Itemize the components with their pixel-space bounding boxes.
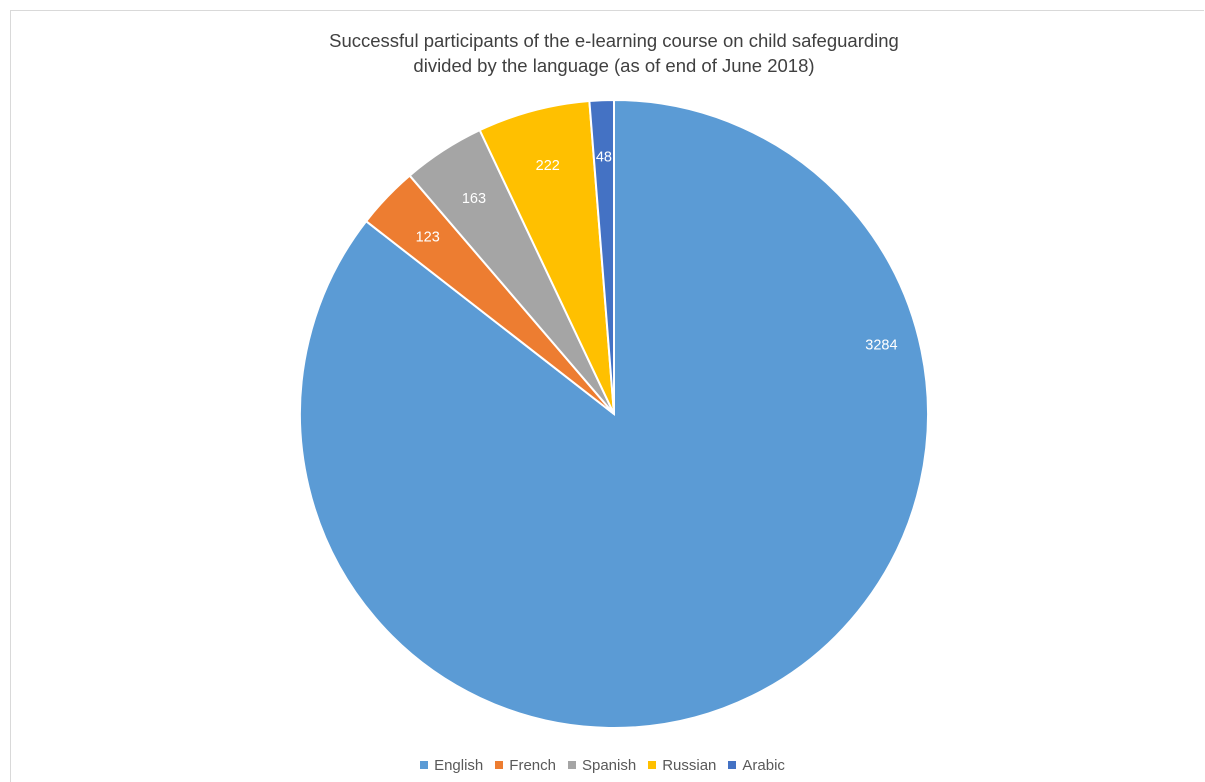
chart-legend: English French Spanish Russian Arabic — [0, 756, 1205, 774]
legend-swatch-english — [420, 760, 429, 769]
legend-label-russian: Russian — [662, 756, 717, 774]
legend-label-spanish: Spanish — [581, 756, 637, 774]
legend-swatch-arabic — [728, 760, 737, 769]
data-label-arabic: 48 — [596, 150, 612, 166]
legend-swatch-spanish — [567, 760, 576, 769]
chart-title-line-1: Successful participants of the e-learnin… — [329, 30, 899, 51]
legend-item-russian: Russian — [648, 757, 716, 774]
data-label-french: 123 — [416, 229, 440, 245]
legend-label-english: English — [434, 756, 484, 774]
data-label-russian: 222 — [536, 158, 560, 174]
legend-item-french: French — [495, 757, 556, 774]
data-labels: 3284 123 163 222 48 — [416, 150, 898, 354]
pie-slice-arabic — [588, 98, 615, 415]
legend-item-english: English — [420, 757, 483, 774]
legend-item-arabic: Arabic — [728, 757, 785, 774]
legend-swatch-russian — [648, 760, 657, 769]
legend-label-arabic: Arabic — [742, 756, 785, 774]
chart-title: Successful participants of the e-learnin… — [0, 28, 1205, 78]
data-label-english: 3284 — [865, 337, 897, 353]
legend-swatch-french — [495, 760, 504, 769]
chart-frame — [10, 10, 1204, 782]
legend-label-french: French — [509, 756, 556, 774]
chart-title-line-2: divided by the language (as of end of Ju… — [413, 55, 815, 76]
pie-slices — [299, 98, 929, 729]
legend-item-spanish: Spanish — [567, 756, 637, 774]
data-label-spanish: 163 — [462, 191, 486, 207]
